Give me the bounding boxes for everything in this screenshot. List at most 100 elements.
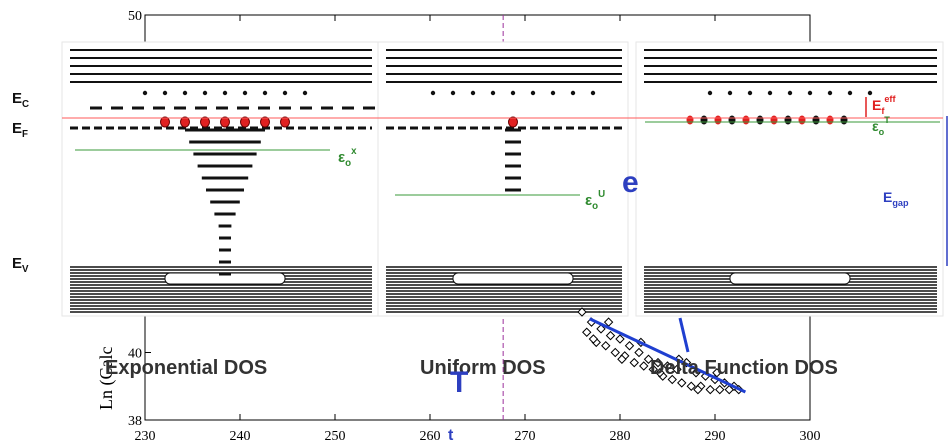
state-dot (590, 90, 596, 96)
scatter-point (712, 368, 722, 378)
scatter-point (672, 364, 682, 375)
label-sup: x (351, 146, 357, 157)
y-tick-label: 40 (128, 347, 142, 362)
panel-caption: Delta Function DOS (650, 357, 838, 379)
occupied-state (840, 115, 848, 125)
level-label: EV (12, 255, 29, 275)
label-sub: F (22, 129, 28, 140)
state-dot (490, 90, 496, 96)
label-main: ε (338, 149, 345, 166)
scatter-point (693, 384, 703, 395)
level-label: EF (12, 120, 28, 140)
scatter-point (588, 334, 599, 344)
label-main: E (12, 255, 22, 272)
occupied-state (686, 115, 694, 125)
state-dot (827, 90, 833, 96)
occupied-state (240, 116, 250, 128)
label-main: ε (872, 118, 879, 134)
scatter-point (601, 341, 611, 351)
occupied-state (220, 116, 230, 128)
state-dot (470, 90, 476, 96)
stray-letter: T (450, 366, 468, 399)
label-sup: T (884, 115, 890, 125)
scatter-point (655, 368, 665, 378)
dos-panel (377, 41, 629, 317)
label-main: E (883, 189, 892, 205)
scatter-point (686, 381, 696, 391)
occupied-state (784, 115, 792, 125)
scatter-point (667, 374, 677, 385)
occupied-state (200, 116, 210, 128)
state-dot (162, 90, 168, 96)
state-dot (430, 90, 436, 96)
level-label: εoT (872, 115, 890, 137)
dos-panel (61, 41, 379, 317)
label-main: E (12, 90, 22, 107)
occupied-state (742, 115, 750, 125)
x-tick-label: 240 (230, 429, 251, 444)
scatter-point (677, 378, 687, 388)
level-label: εox (338, 146, 357, 169)
scatter-point (605, 330, 616, 341)
state-dot (202, 90, 208, 96)
x-tick-label: 290 (705, 429, 726, 444)
level-label: EC (12, 90, 29, 110)
occupied-state (260, 116, 270, 128)
label-sub: o (345, 158, 351, 169)
stray-letter: t (448, 427, 454, 444)
label-sup: U (598, 189, 605, 200)
occupied-state (728, 115, 736, 125)
label-sub: f (881, 106, 885, 116)
scatter-point (715, 384, 725, 395)
dos-panel (635, 41, 944, 317)
occupied-state (812, 115, 820, 125)
fit-line (588, 317, 747, 394)
y-tick-label: 38 (128, 414, 142, 429)
state-dot (222, 90, 228, 96)
scatter-point (634, 347, 644, 358)
state-dot (242, 90, 248, 96)
scatter-point (662, 361, 673, 371)
state-dot (727, 90, 733, 96)
occupied-state (180, 116, 190, 128)
y-tick-label: 50 (128, 9, 142, 24)
pointer-arrow (678, 317, 690, 353)
scatter-point (610, 347, 620, 358)
occupied-state (508, 116, 518, 128)
occupied-state (756, 115, 764, 125)
scatter-point (577, 307, 587, 317)
state-dot (767, 90, 773, 96)
state-dot (867, 90, 873, 96)
scatter-point (648, 364, 658, 375)
occupied-state (700, 115, 708, 125)
state-dot (550, 90, 556, 96)
state-dot (262, 90, 268, 96)
state-dot (142, 90, 148, 96)
occupied-state (770, 115, 778, 125)
state-dot (450, 90, 456, 96)
x-tick-label: 280 (610, 429, 631, 444)
panel-caption: Uniform DOS (420, 357, 546, 379)
label-sub: o (592, 201, 598, 212)
scatter-point (582, 327, 592, 337)
scatter-point (705, 384, 715, 395)
scatter-point (643, 354, 654, 364)
scatter-point (617, 354, 627, 364)
label-main: E (872, 97, 881, 113)
scatter-point (629, 357, 639, 368)
state-dot (807, 90, 813, 96)
valence-states (452, 272, 574, 285)
scatter-point (639, 361, 649, 371)
state-dot (570, 90, 576, 96)
occupied-state (714, 115, 722, 125)
x-tick-label: 260 (420, 429, 441, 444)
occupied-state (826, 115, 834, 125)
state-dot (182, 90, 188, 96)
panel-caption: Exponential DOS (105, 357, 267, 379)
occupied-state (160, 116, 170, 128)
level-label: Ef eff (872, 94, 896, 116)
x-tick-label: 300 (800, 429, 821, 444)
label-sub: V (22, 264, 29, 275)
label-main: ε (585, 192, 592, 209)
